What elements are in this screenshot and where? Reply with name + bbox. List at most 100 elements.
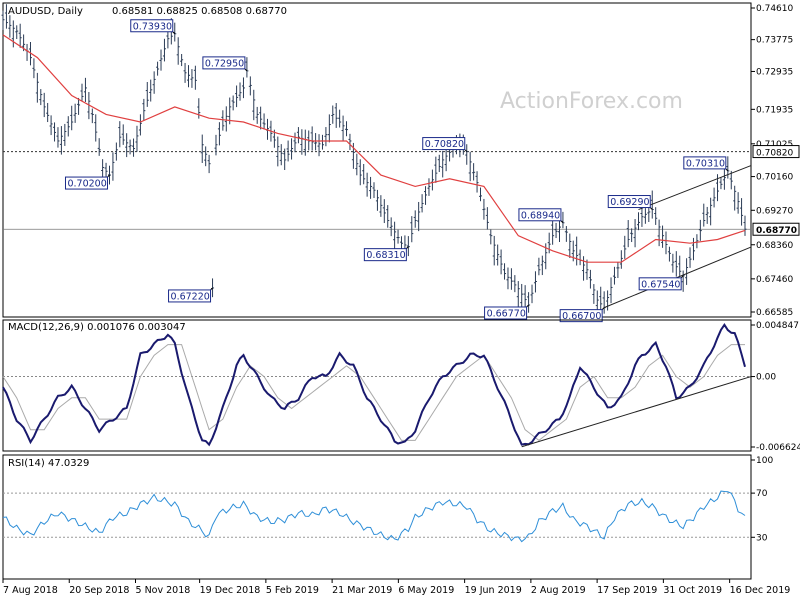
ohlc-bar [279, 144, 283, 166]
rsi-panel: RSI(14) 47.0329 100 70 30 [2, 454, 773, 580]
ohlc-bar [698, 219, 702, 241]
ohlc-bar [496, 244, 500, 266]
ohlc-bar [681, 270, 685, 292]
x-tick-label: 2 Aug 2019 [531, 585, 586, 596]
ohlc-bar [365, 172, 369, 197]
ohlc-bar [393, 221, 397, 250]
annotation-label: 0.70310 [683, 156, 729, 172]
ohlc-bar [259, 106, 263, 130]
ohlc-bar [341, 115, 345, 141]
x-tick-label: 16 Dec 2019 [730, 585, 791, 596]
price-tick-label: 0.68360 [756, 241, 793, 251]
ohlc-bar [606, 290, 610, 311]
price-tick-label: 0.72935 [756, 67, 793, 77]
price-channel-upper [638, 165, 752, 210]
rsi-line [2, 490, 746, 543]
ohlc-bar [94, 114, 98, 142]
price-tick-label: 0.74610 [756, 4, 793, 14]
ohlc-bar [654, 207, 658, 225]
ohlc-bar [310, 126, 314, 151]
ohlc-bar [475, 171, 479, 193]
ohlc-bar [551, 218, 555, 245]
ohlc-bar [468, 151, 472, 182]
ohlc-bar [671, 253, 675, 273]
ohlc-bar [217, 122, 221, 146]
price-title: AUDUSD, Daily [8, 6, 83, 17]
ohlc-bar [537, 257, 541, 276]
ohlc-bar [509, 268, 513, 290]
ohlc-bar [362, 163, 366, 185]
ohlc-bar [70, 105, 74, 131]
ohlc-bar [149, 79, 153, 102]
ohlc-bar [472, 163, 476, 181]
ohlc-bar [564, 226, 568, 242]
ohlc-bar [77, 97, 81, 115]
ohlc-bar [582, 256, 586, 281]
ohlc-bar [97, 138, 101, 156]
ohlc-bar [345, 121, 349, 137]
ohlc-bar [678, 255, 682, 277]
ohlc-bar [53, 122, 57, 142]
ohlc-bar [667, 246, 671, 262]
ohlc-bar [15, 25, 19, 40]
ohlc-bar [523, 285, 527, 310]
ohlc-bar [588, 269, 592, 289]
ohlc-bar [674, 251, 678, 277]
ohlc-bar [293, 132, 297, 153]
ohlc-bar [235, 85, 239, 108]
ohlc-bar [317, 134, 321, 157]
ohlc-bar [125, 133, 129, 158]
ohlc-bar [334, 103, 338, 128]
ohlc-bar [499, 249, 503, 275]
ohlc-bar [554, 222, 558, 239]
ohlc-bar [595, 290, 599, 312]
ohlc-bar [575, 236, 579, 266]
ohlc-bar [506, 267, 510, 290]
svg-text:0.70820: 0.70820 [756, 149, 793, 159]
annotation-label: 0.68310 [363, 246, 409, 262]
ohlc-bar [145, 81, 149, 107]
ohlc-bar [637, 212, 641, 231]
ohlc-bar [485, 207, 489, 230]
ohlc-bar [685, 258, 689, 285]
ohlc-bar [152, 71, 156, 94]
ohlc-bar [420, 194, 424, 213]
ohlc-bar [444, 145, 448, 172]
ohlc-bar [585, 259, 589, 280]
rsi-tick-label: 100 [756, 456, 773, 466]
ohlc-bar [90, 108, 94, 124]
ohlc-bar [314, 133, 318, 151]
ohlc-bar [324, 127, 328, 147]
ohlc-bar [705, 206, 709, 224]
watermark: ActionForex.com [500, 89, 683, 114]
ohlc-bar [83, 77, 87, 102]
x-axis: 7 Aug 2018 20 Sep 2018 5 Nov 2018 19 Dec 20… [2, 579, 791, 596]
ohlc-bar [372, 182, 376, 198]
ohlc-bar [413, 210, 417, 228]
ohlc-bar [379, 195, 383, 217]
ohlc-bar [389, 217, 393, 237]
ohlc-bar [214, 134, 218, 156]
ohlc-bar [657, 219, 661, 247]
ohlc-bar [183, 62, 187, 83]
ohlc-bar [530, 284, 534, 304]
annotation-label: 0.68940 [518, 208, 564, 224]
ohlc-bar [221, 110, 225, 131]
annotation-label: 0.67540 [638, 275, 684, 291]
ohlc-bar [193, 65, 197, 90]
x-tick-label: 21 Mar 2019 [332, 585, 392, 596]
ohlc-bar [427, 178, 431, 196]
ohlc-bar [162, 38, 166, 62]
annotation-label: 0.73930 [130, 19, 176, 35]
x-tick-label: 31 Oct 2019 [663, 585, 722, 596]
ohlc-bar [623, 235, 627, 259]
svg-text:0.72950: 0.72950 [205, 58, 244, 69]
ohlc-bar [616, 262, 620, 278]
annotation-label: 0.69290 [607, 195, 653, 210]
ohlc-bar [245, 57, 249, 78]
ohlc-bar [290, 138, 294, 160]
ohlc-bar [104, 162, 108, 178]
ohlc-bar [406, 236, 410, 257]
ohlc-bar [619, 250, 623, 269]
